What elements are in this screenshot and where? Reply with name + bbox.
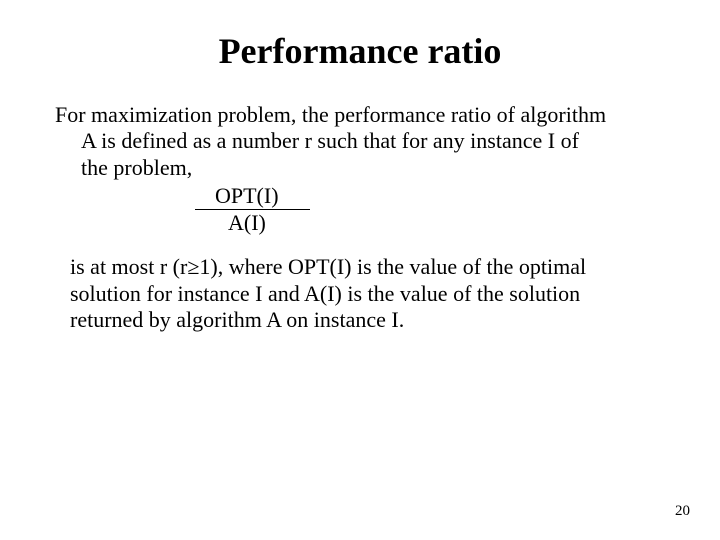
paragraph-1: For maximization problem, the performanc…: [55, 102, 665, 181]
fraction-denominator: A(I): [55, 210, 665, 236]
fraction-block: OPT(I) A(I): [55, 183, 665, 236]
para2-line3: returned by algorithm A on instance I.: [70, 307, 404, 332]
page-number: 20: [675, 503, 690, 520]
paragraph-2: is at most r (r≥1), where OPT(I) is the …: [55, 254, 665, 333]
para1-line2: A is defined as a number r such that for…: [55, 128, 579, 153]
para2-line1: is at most r (r≥1), where OPT(I) is the …: [70, 254, 586, 279]
slide-container: Performance ratio For maximization probl…: [0, 0, 720, 540]
para2-line2: solution for instance I and A(I) is the …: [70, 281, 580, 306]
slide-title: Performance ratio: [55, 30, 665, 72]
para1-line1: For maximization problem, the performanc…: [55, 102, 606, 127]
fraction-numerator: OPT(I): [55, 183, 665, 209]
para1-line3: the problem,: [55, 155, 192, 180]
